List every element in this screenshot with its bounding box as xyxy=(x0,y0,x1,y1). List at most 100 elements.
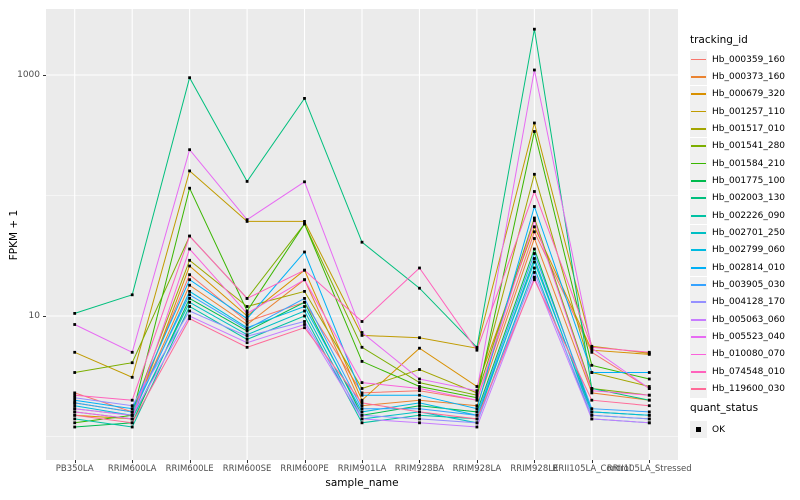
data-point xyxy=(418,407,421,411)
data-point xyxy=(73,393,77,397)
data-point xyxy=(590,417,594,421)
x-tick-label-RRIM600SE: RRIM600SE xyxy=(222,464,272,474)
legend-label: Hb_002003_130 xyxy=(712,193,786,204)
data-point xyxy=(418,387,421,390)
data-point xyxy=(647,421,651,425)
legend-label: Hb_004128_170 xyxy=(712,297,786,308)
data-point xyxy=(245,327,249,331)
legend-line-swatch xyxy=(691,180,706,182)
legend-key-line-icon xyxy=(690,189,707,207)
legend-line-swatch xyxy=(691,162,706,165)
data-point xyxy=(188,317,191,321)
data-point xyxy=(418,266,421,270)
data-point xyxy=(130,375,134,379)
data-point xyxy=(303,320,306,323)
data-point xyxy=(188,186,191,190)
legend-line-swatch xyxy=(691,127,706,130)
data-point xyxy=(475,398,479,402)
data-point xyxy=(73,404,77,408)
legend-item-Hb_002701_250: Hb_002701_250 xyxy=(690,224,785,242)
legend-line-swatch xyxy=(691,266,706,269)
legend-key-line-icon xyxy=(690,155,707,173)
data-point xyxy=(647,398,651,402)
data-point xyxy=(590,350,594,354)
data-point xyxy=(245,218,249,222)
legend-key-line-icon xyxy=(690,137,707,155)
data-point xyxy=(188,169,191,173)
legend-key-line-icon xyxy=(690,103,707,121)
legend-item-Hb_010080_070: Hb_010080_070 xyxy=(690,345,785,363)
data-point xyxy=(533,237,536,240)
legend-label: Hb_002799_060 xyxy=(712,245,786,256)
legend-item-Hb_119600_030: Hb_119600_030 xyxy=(690,380,785,398)
data-point xyxy=(418,286,421,290)
data-point xyxy=(245,297,249,300)
data-point xyxy=(73,350,77,354)
data-point xyxy=(245,314,249,318)
data-point xyxy=(418,393,421,397)
data-point xyxy=(647,385,651,388)
legend-key-line-icon xyxy=(690,241,707,259)
legend-label: Hb_000373_160 xyxy=(712,71,786,82)
data-point xyxy=(418,413,421,417)
data-point xyxy=(303,309,306,313)
x-tick-label-RRII105LA_Control: RRII105LA_Control xyxy=(552,464,632,474)
data-point xyxy=(360,345,364,349)
data-point xyxy=(590,407,594,411)
data-point xyxy=(130,421,134,425)
legend-label: Hb_000679_320 xyxy=(712,89,786,100)
data-point xyxy=(533,230,536,234)
data-point xyxy=(418,410,421,414)
data-point xyxy=(418,381,421,384)
data-point xyxy=(73,417,77,421)
legend-line-swatch xyxy=(691,388,706,391)
x-axis-title: sample_name xyxy=(325,477,399,489)
legend-label: Hb_074548_010 xyxy=(712,366,786,377)
data-point xyxy=(360,391,364,395)
data-point xyxy=(647,371,651,374)
data-point xyxy=(73,401,77,405)
legend-label: Hb_005523_040 xyxy=(712,332,786,343)
data-point xyxy=(130,410,134,414)
data-point xyxy=(647,350,651,354)
x-tick-mark xyxy=(649,460,651,463)
legend-line-swatch xyxy=(691,318,706,321)
data-point xyxy=(360,413,364,417)
data-point xyxy=(303,268,306,272)
data-point xyxy=(245,309,249,313)
legend-item-Hb_005063_060: Hb_005063_060 xyxy=(690,311,786,329)
data-point xyxy=(418,417,421,421)
plot-panel xyxy=(46,9,678,460)
legend-line-swatch xyxy=(691,336,706,338)
x-tick-mark xyxy=(304,460,306,463)
legend-label: Hb_005063_060 xyxy=(712,314,786,325)
x-tick-label-RRIM600PE: RRIM600PE xyxy=(280,464,329,474)
data-point xyxy=(590,398,594,402)
data-point xyxy=(303,250,306,254)
legend-key-line-icon xyxy=(690,328,707,346)
legend-label: Hb_001257_110 xyxy=(712,106,786,117)
data-point xyxy=(533,271,536,274)
data-point xyxy=(533,27,536,31)
x-tick-mark xyxy=(247,460,249,463)
data-point xyxy=(188,148,191,152)
data-point xyxy=(418,398,421,402)
data-point xyxy=(188,314,191,318)
legend: tracking_id Hb_000359_160 Hb_000373_160 Hb… xyxy=(688,0,800,500)
x-tick-mark xyxy=(534,460,536,463)
legend-label: Hb_002226_090 xyxy=(712,210,786,221)
data-point xyxy=(73,371,77,374)
data-point xyxy=(475,421,479,425)
data-point xyxy=(360,360,364,363)
data-point xyxy=(360,240,364,244)
data-point xyxy=(188,293,191,297)
data-point xyxy=(533,257,536,260)
data-point xyxy=(647,404,651,408)
legend-item-Hb_002799_060: Hb_002799_060 xyxy=(690,241,786,259)
x-tick-mark xyxy=(476,460,478,463)
data-point xyxy=(533,219,536,222)
data-point xyxy=(475,393,479,397)
legend-label: Hb_000359_160 xyxy=(712,54,786,65)
data-point xyxy=(245,334,249,338)
